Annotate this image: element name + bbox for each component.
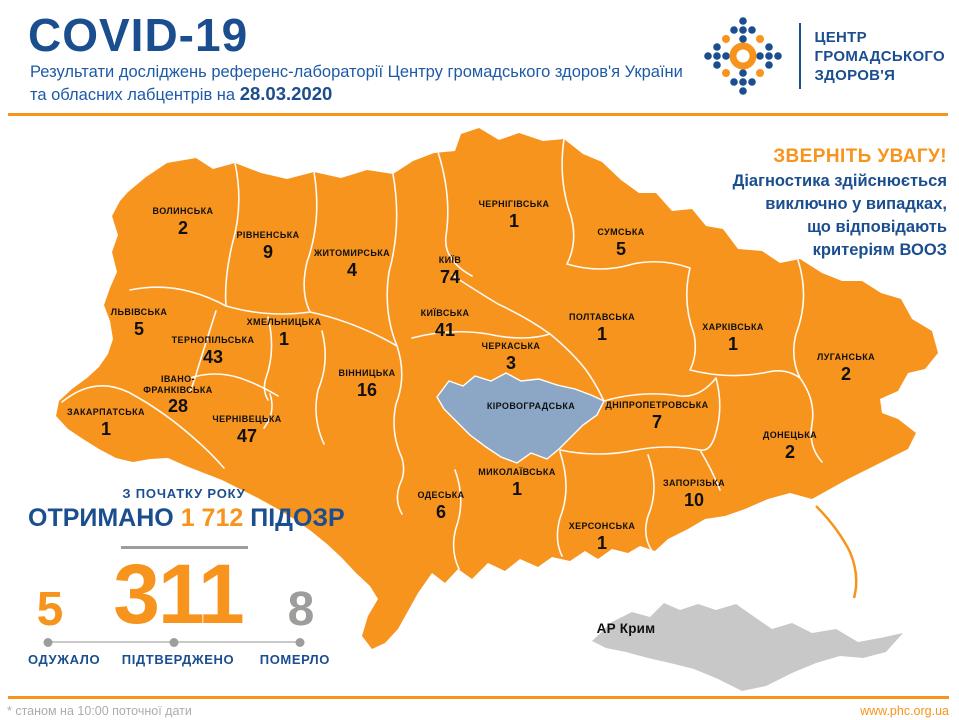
footer-site-link[interactable]: www.phc.org.ua — [860, 704, 949, 718]
footer-note: * станом на 10:00 поточної дати — [7, 704, 192, 718]
stats-divider — [120, 546, 248, 549]
logo-org-name: ЦЕНТР ГРОМАДСЬКОГО ЗДОРОВ'Я — [814, 28, 945, 85]
died-count: 8 — [287, 582, 315, 636]
oblast-borders — [61, 138, 823, 570]
confirmed-label: ПІДТВЕРДЖЕНО — [121, 652, 235, 667]
connector-dot — [295, 638, 305, 647]
attention-notice: ЗВЕРНІТЬ УВАГУ! Діагностика здійснюється… — [667, 146, 947, 262]
subtitle-line1: Результати досліджень референс-лаборатор… — [30, 63, 683, 81]
stats-numbers: 5 311 8 — [28, 544, 340, 642]
arabat-spit — [815, 505, 858, 599]
suspicions-suffix: ПІДОЗР — [250, 504, 345, 532]
notice-title: ЗВЕРНІТЬ УВАГУ! — [773, 146, 947, 167]
connector-dot — [43, 638, 53, 647]
died-label: ПОМЕРЛО — [259, 652, 330, 667]
recovered-count: 5 — [36, 582, 64, 636]
header-divider — [8, 113, 948, 116]
report-date: 28.03.2020 — [239, 83, 333, 104]
map-region-kirovohradska-shape — [436, 372, 605, 464]
logo-org-line: ЦЕНТР — [814, 28, 867, 46]
stats-panel: З ПОЧАТКУ РОКУ ОТРИМАНО 1 712 ПІДОЗР 5 3… — [28, 486, 345, 681]
confirmed-count: 311 — [113, 547, 245, 642]
subtitle-line2: та обласних лабцентрів на — [30, 86, 236, 104]
logo-org-line: ЗДОРОВ'Я — [814, 66, 896, 84]
phc-logo-mark-icon — [704, 17, 783, 95]
page-subtitle: Результати досліджень референс-лаборатор… — [30, 61, 690, 106]
logo-org-line: ГРОМАДСЬКОГО — [814, 47, 945, 65]
notice-line: що відповідають — [807, 218, 947, 236]
map-region-crimea-shape — [592, 603, 903, 691]
notice-line: Діагностика здійснюється — [732, 172, 947, 190]
page-title: COVID-19 — [28, 9, 249, 61]
suspicions-count: 1 712 — [180, 504, 244, 532]
footer-divider — [8, 696, 949, 699]
stats-connector — [28, 637, 340, 647]
logo-divider — [799, 23, 802, 89]
phc-logo: ЦЕНТР ГРОМАДСЬКОГО ЗДОРОВ'Я — [693, 6, 945, 106]
stats-period-label: З ПОЧАТКУ РОКУ — [122, 486, 246, 501]
notice-line: критеріям ВООЗ — [812, 241, 947, 259]
suspicions-prefix: ОТРИМАНО — [28, 504, 174, 532]
notice-line: виключно у випадках, — [765, 195, 947, 213]
stats-suspicions-line: ОТРИМАНО 1 712 ПІДОЗР — [28, 504, 345, 533]
connector-dot — [169, 638, 179, 647]
recovered-label: ОДУЖАЛО — [28, 652, 101, 667]
